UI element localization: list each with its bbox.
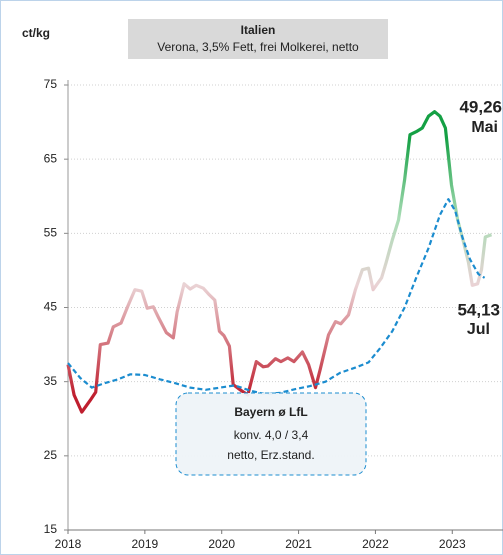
annotation-month: Mai [471,119,498,136]
y-tick-label: 65 [44,151,58,165]
legend-title: Bayern ø LfL [234,405,307,419]
data-line [66,110,493,414]
x-tick-label: 2020 [208,537,235,551]
y-tick-label: 15 [44,522,58,536]
annotation-value: 54,13 [457,300,500,319]
y-tick-label: 75 [44,77,58,91]
y-tick-label: 45 [44,300,58,314]
annotation-value: 49,26 [459,97,502,116]
y-axis-label: ct/kg [22,26,50,40]
x-tick-label: 2022 [362,537,389,551]
title-box [128,19,388,59]
x-tick-label: 2019 [132,537,159,551]
y-tick-label: 55 [44,226,58,240]
chart-title: Italien [241,23,276,37]
y-tick-label: 35 [44,374,58,388]
annotation-month: Jul [467,321,490,338]
y-tick-label: 25 [44,448,58,462]
x-tick-label: 2018 [55,537,82,551]
chart-subtitle: Verona, 3,5% Fett, frei Molkerei, netto [157,40,359,54]
data-line [67,198,486,396]
legend-line: netto, Erz.stand. [227,448,314,462]
legend-line: konv. 4,0 / 3,4 [234,428,309,442]
x-tick-label: 2021 [285,537,312,551]
legend-box [175,392,367,476]
x-tick-label: 2023 [439,537,466,551]
